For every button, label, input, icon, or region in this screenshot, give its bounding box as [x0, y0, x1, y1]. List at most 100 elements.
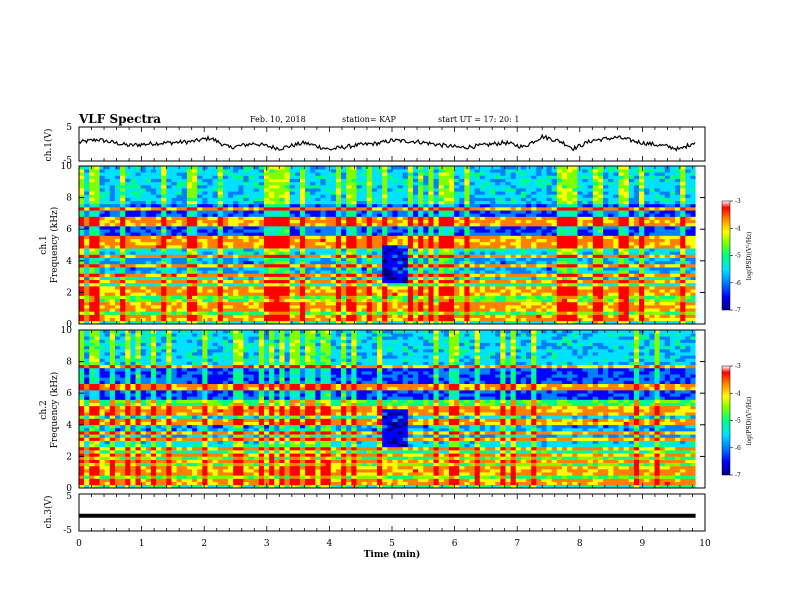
- spectrogram-cell: [279, 263, 285, 268]
- spectrogram-cell: [284, 260, 290, 265]
- spectrogram-cell: [269, 317, 275, 322]
- spectrogram-cell: [109, 301, 116, 306]
- spectrogram-cell: [541, 188, 547, 192]
- spectrogram-cell: [541, 200, 547, 205]
- spectrogram-cell: [320, 320, 326, 325]
- spectrogram-cell: [274, 257, 280, 262]
- spectrogram-cell: [562, 216, 568, 221]
- spectrogram-cell: [310, 276, 316, 281]
- spectrogram-cell: [454, 301, 460, 306]
- spectrogram-cell: [299, 301, 306, 306]
- spectrogram-cell: [433, 191, 439, 195]
- spectrogram-cell: [99, 317, 105, 322]
- spectrogram-cell: [217, 222, 224, 227]
- spectrogram-cell: [176, 260, 183, 265]
- spectrogram-cell: [310, 197, 316, 202]
- spectrogram-cell: [284, 216, 290, 221]
- spectrogram-cell: [582, 197, 588, 202]
- spectrogram-cell: [382, 169, 388, 173]
- spectrogram-cell: [423, 320, 429, 325]
- spectrogram-cell: [464, 286, 470, 290]
- spectrogram-cell: [366, 279, 373, 284]
- spectrogram-cell: [377, 197, 383, 202]
- spectrogram-cell: [186, 282, 193, 287]
- spectrogram-cell: [330, 248, 337, 252]
- spectrogram-cell: [274, 232, 280, 236]
- spectrogram-cell: [387, 282, 393, 287]
- spectrogram-cell: [459, 317, 465, 322]
- spectrogram-cell: [392, 241, 398, 246]
- spectrogram-cell: [448, 175, 455, 179]
- spectrogram-cell: [423, 191, 429, 195]
- spectrogram-cell: [279, 222, 285, 227]
- spectrogram-cell: [120, 257, 126, 262]
- spectrogram-cell: [120, 226, 126, 230]
- spectrogram-cell: [197, 207, 203, 211]
- spectrogram-cell: [361, 222, 368, 227]
- spectrogram-cell: [84, 267, 90, 271]
- spectrogram-cell: [114, 317, 121, 322]
- spectrogram-cell: [387, 166, 393, 170]
- spectrogram-cell: [150, 273, 157, 277]
- spectrogram-cell: [202, 178, 208, 183]
- spectrogram-cell: [387, 270, 393, 274]
- spectrogram-cell: [520, 238, 527, 243]
- spectrogram-cell: [156, 184, 162, 189]
- spectrogram-cell: [166, 279, 172, 284]
- spectrogram-cell: [79, 311, 85, 315]
- spectrogram-cell: [551, 184, 558, 189]
- spectrogram-cell: [361, 257, 368, 262]
- spectrogram-cell: [248, 216, 255, 221]
- spectrogram-cell: [171, 270, 177, 274]
- spectrogram-cell: [289, 169, 296, 173]
- spectrogram-cell: [382, 210, 388, 214]
- spectrogram-cell: [371, 226, 378, 230]
- spectrogram-cell: [443, 295, 450, 300]
- spectrogram-cell: [192, 257, 198, 262]
- spectrogram-cell: [228, 238, 234, 243]
- spectrogram-cell: [109, 245, 116, 249]
- spectrogram-cell: [248, 270, 255, 274]
- spectrogram-cell: [423, 298, 429, 303]
- spectrogram-cell: [490, 279, 496, 284]
- spectrogram-cell: [346, 184, 352, 189]
- spectrogram-cell: [79, 241, 85, 246]
- spectrogram-cell: [361, 172, 368, 176]
- spectrogram-cell: [207, 311, 213, 315]
- spectrogram-cell: [114, 286, 121, 290]
- spectrogram-cell: [233, 282, 239, 287]
- spectrogram-cell: [248, 188, 255, 192]
- spectrogram-cell: [459, 222, 465, 227]
- spectrogram-cell: [474, 267, 481, 271]
- spectrogram-cell: [577, 232, 583, 236]
- spectrogram-cell: [186, 200, 193, 205]
- spectrogram-cell: [546, 263, 553, 268]
- spectrogram-cell: [125, 191, 131, 195]
- spectrogram-cell: [94, 238, 100, 243]
- spectrogram-cell: [274, 194, 280, 198]
- spectrogram-cell: [341, 213, 347, 217]
- spectrogram-cell: [135, 257, 141, 262]
- spectrogram-cell: [258, 263, 265, 268]
- spectrogram-cell: [407, 260, 414, 265]
- spectrogram-cell: [556, 172, 563, 176]
- spectrogram-cell: [413, 169, 419, 173]
- spectrogram-cell: [490, 226, 496, 230]
- spectrogram-cell: [371, 286, 378, 290]
- spectrogram-cell: [484, 184, 491, 189]
- spectrogram-cell: [438, 286, 445, 290]
- spectrogram-cell: [536, 213, 542, 217]
- spectrogram-cell: [402, 188, 409, 192]
- spectrogram-cell: [526, 305, 532, 309]
- spectrogram-cell: [479, 270, 486, 274]
- spectrogram-cell: [166, 267, 172, 271]
- spectrogram-cell: [556, 292, 563, 296]
- spectrogram-cell: [120, 245, 126, 249]
- spectrogram-cell: [341, 229, 347, 233]
- spectrogram-cell: [109, 248, 116, 252]
- spectrogram-cell: [125, 178, 131, 183]
- spectrogram-cell: [243, 314, 249, 318]
- ch1-waveform-panel: 5 -5 ch.1(V): [43, 123, 706, 166]
- spectrogram-cell: [284, 301, 290, 306]
- spectrogram-cell: [202, 203, 208, 208]
